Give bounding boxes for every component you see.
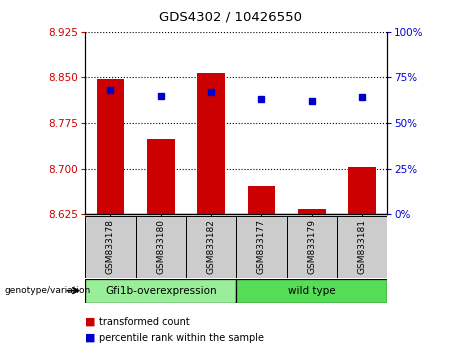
Text: GSM833178: GSM833178 [106,219,115,274]
Bar [287,216,337,278]
Text: wild type: wild type [288,286,336,296]
Bar [337,216,387,278]
Bar [85,216,136,278]
Bar [236,279,387,303]
Bar [248,186,275,214]
Text: Gfi1b-overexpression: Gfi1b-overexpression [105,286,217,296]
Text: percentile rank within the sample: percentile rank within the sample [99,333,264,343]
Text: GSM833177: GSM833177 [257,219,266,274]
Text: genotype/variation: genotype/variation [5,286,91,295]
Bar [186,216,236,278]
Bar [197,73,225,214]
Text: ■: ■ [85,333,96,343]
Bar [136,216,186,278]
Text: GSM833180: GSM833180 [156,219,165,274]
Bar [85,279,236,303]
Bar [298,209,325,214]
Bar [236,216,287,278]
Text: transformed count: transformed count [99,317,190,327]
Text: GDS4302 / 10426550: GDS4302 / 10426550 [159,11,302,24]
Bar [147,139,175,214]
Text: ■: ■ [85,317,96,327]
Text: GSM833182: GSM833182 [207,219,216,274]
Text: GSM833179: GSM833179 [307,219,316,274]
Text: GSM833181: GSM833181 [358,219,366,274]
Bar [348,167,376,214]
Bar [97,79,124,214]
